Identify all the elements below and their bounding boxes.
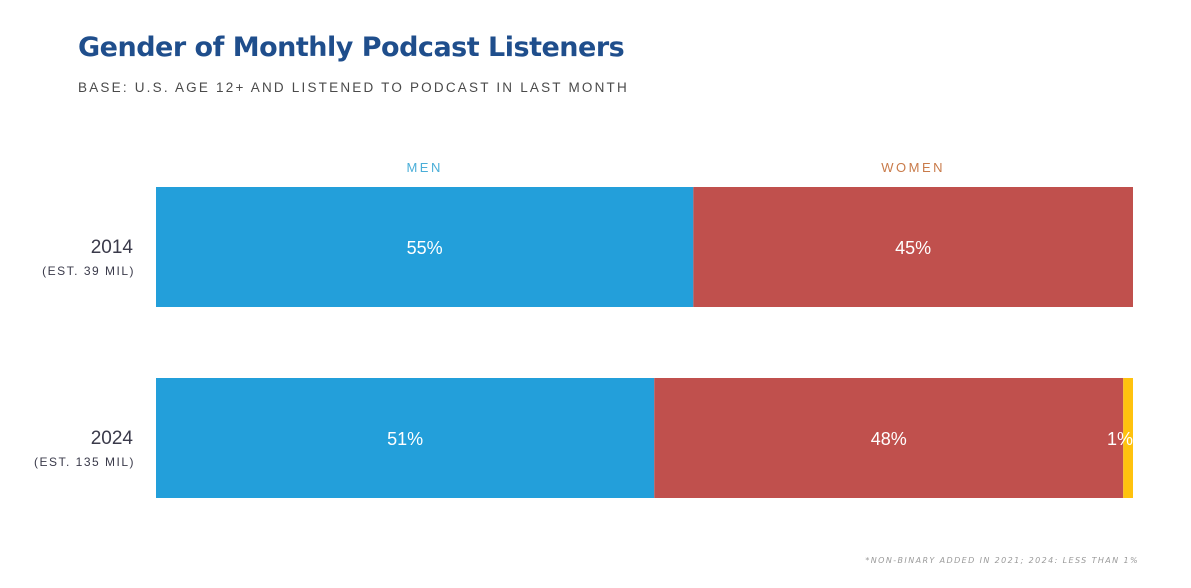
column-label-women: WOMEN xyxy=(881,160,945,175)
bar-segment-men xyxy=(156,187,694,307)
chart-title: Gender of Monthly Podcast Listeners xyxy=(78,32,625,63)
row-label-note: (EST. 39 MIL) xyxy=(42,264,135,278)
row-label-note: (EST. 135 MIL) xyxy=(34,455,135,469)
bar-segment-men xyxy=(156,378,655,498)
row-label-year: 2024 xyxy=(91,428,134,449)
row-label-year: 2014 xyxy=(91,237,134,258)
data-label-men: 55% xyxy=(407,238,443,258)
bar-segment-women xyxy=(693,187,1133,307)
data-label-nonbinary: 1% xyxy=(1107,429,1133,449)
chart-footnote: *NON-BINARY ADDED IN 2021; 2024: LESS TH… xyxy=(865,556,1139,565)
data-label-women: 48% xyxy=(871,429,907,449)
data-label-men: 51% xyxy=(387,429,423,449)
data-label-women: 45% xyxy=(895,238,931,258)
chart-subtitle: BASE: U.S. AGE 12+ AND LISTENED TO PODCA… xyxy=(78,80,629,95)
bar-segment-women xyxy=(654,378,1124,498)
column-label-men: MEN xyxy=(406,160,442,175)
bar-segment-nonbinary xyxy=(1123,378,1133,498)
